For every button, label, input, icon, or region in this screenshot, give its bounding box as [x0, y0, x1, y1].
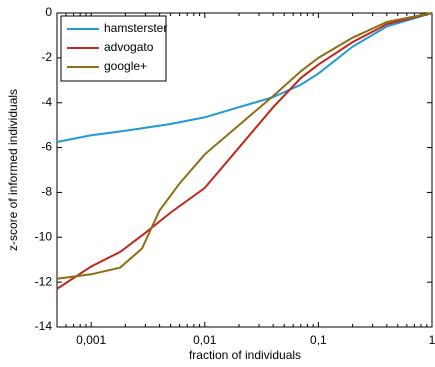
- y-tick-label: -4: [41, 95, 52, 109]
- legend-label: google+: [104, 59, 147, 73]
- y-tick-label: -8: [41, 185, 52, 199]
- x-tick-label: 0,01: [193, 333, 217, 347]
- x-tick-label: 0,1: [310, 333, 327, 347]
- y-tick-label: -6: [41, 140, 52, 154]
- legend-label: advogato: [104, 40, 154, 54]
- y-axis-label: z-score of informed individuals: [6, 89, 20, 251]
- y-tick-label: -12: [35, 274, 53, 288]
- line: [56, 12, 433, 143]
- y-tick-label: 0: [45, 5, 52, 19]
- y-tick-label: -14: [35, 319, 53, 333]
- y-tick-label: -10: [35, 229, 53, 243]
- line: [56, 12, 433, 290]
- legend-label: hamsterster: [104, 21, 167, 35]
- x-tick-label: 0,001: [76, 333, 106, 347]
- x-axis-label: fraction of individuals: [189, 348, 301, 362]
- line: [56, 12, 433, 280]
- y-tick-label: -2: [41, 50, 52, 64]
- plot-frame: [56, 12, 433, 328]
- x-tick-label: 1: [429, 333, 435, 347]
